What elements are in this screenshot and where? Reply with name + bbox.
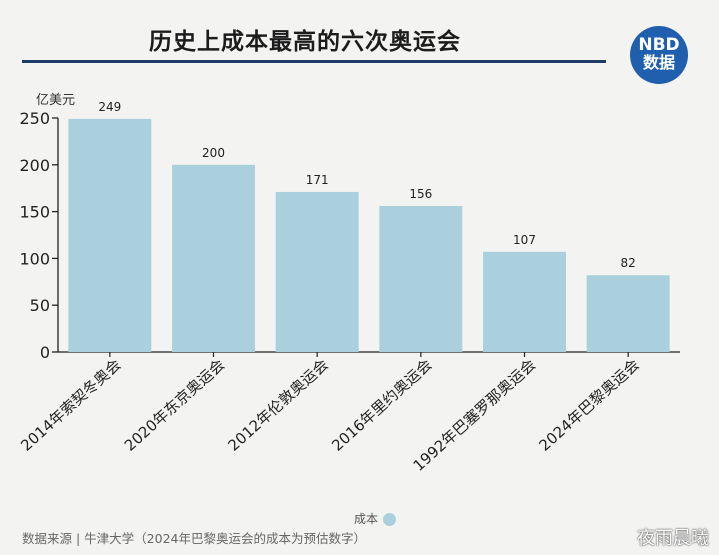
bar	[586, 275, 670, 352]
y-tick-label: 100	[19, 249, 50, 268]
x-tick-label: 2014年索契冬奥会	[17, 356, 124, 455]
legend: 成本	[354, 510, 397, 527]
x-tick-label: 2020年东京奥运会	[121, 356, 228, 455]
chart-title: 历史上成本最高的六次奥运会	[149, 29, 461, 55]
logo-text-data: 数据	[642, 52, 675, 72]
y-tick-label: 150	[19, 203, 50, 222]
y-tick-label: 250	[19, 109, 50, 128]
title-underline	[22, 60, 606, 63]
bar	[275, 191, 359, 352]
source-note: 数据来源 | 牛津大学（2024年巴黎奥运会的成本为预估数字）	[22, 531, 366, 546]
bar-value-label: 200	[202, 146, 225, 160]
author-watermark: 夜雨晨曦	[637, 528, 709, 549]
bar-value-label: 82	[621, 256, 636, 270]
x-tick-label: 2012年伦敦奥运会	[225, 356, 332, 455]
bar-value-label: 156	[409, 187, 432, 201]
bar-value-label: 249	[98, 100, 121, 114]
bar	[483, 251, 566, 352]
x-tick-label: 2024年巴黎奥运会	[536, 356, 643, 455]
bar	[68, 118, 152, 352]
bar	[379, 205, 463, 352]
y-tick-label: 0	[40, 343, 50, 362]
bar-value-label: 171	[306, 173, 329, 187]
y-axis-unit-label: 亿美元	[36, 93, 75, 108]
y-tick-label: 200	[19, 156, 50, 175]
legend-label: 成本	[354, 512, 379, 526]
bar-value-label: 107	[513, 233, 536, 247]
y-tick-label: 50	[30, 296, 50, 315]
bar	[172, 164, 255, 352]
logo-text-nbd: NBD	[638, 35, 680, 55]
nbd-logo: NBD 数据	[630, 26, 688, 84]
legend-swatch	[383, 513, 397, 526]
x-tick-label: 2016年里约奥运会	[328, 356, 435, 455]
